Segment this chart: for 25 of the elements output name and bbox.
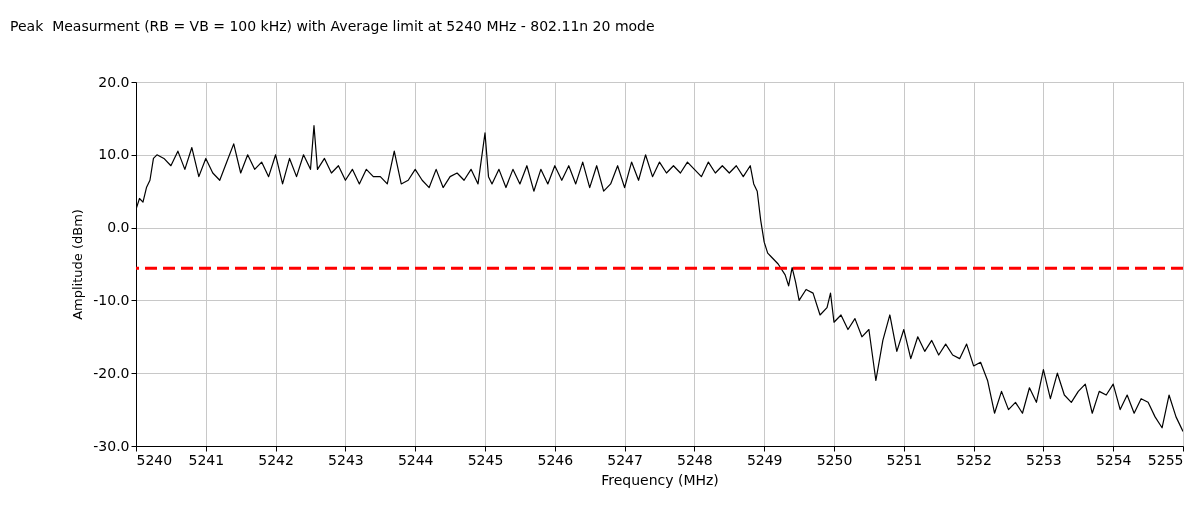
y-tick-label: 0.0 [107,219,130,236]
y-tick-label: -10.0 [93,291,130,308]
x-tick-label: 5250 [816,451,853,468]
x-tick-label: 5243 [328,451,364,468]
x-tick-label: 5255 [1147,451,1184,468]
y-axis-title: Amplitude (dBm) [70,209,86,320]
x-tick-label: 5253 [1026,451,1062,468]
x-tick-label: 5244 [397,451,434,468]
y-tick-label: -30.0 [93,437,130,454]
x-tick-label: 5247 [607,451,643,468]
x-tick-label: 5241 [188,451,225,468]
x-tick-label: 5249 [746,451,783,468]
x-tick-label: 5246 [537,451,574,468]
x-tick-label: 5242 [258,451,294,468]
x-tick-label: 5248 [677,451,713,468]
x-tick-label: 5251 [886,451,923,468]
y-tick-label: 20.0 [98,73,130,90]
x-tick-label: 5252 [956,451,992,468]
x-axis-title: Frequency (MHz) [601,471,719,488]
x-tick-label: 5254 [1095,451,1132,468]
x-tick-label: 5245 [467,451,504,468]
x-tick-label: 5240 [136,451,173,468]
chart-title: Peak Measurment (RB = VB = 100 kHz) with Average limit at 5240 MHz - 802.11n 20 mode [10,18,655,34]
y-tick-label: 10.0 [98,146,130,163]
y-tick-label: -20.0 [93,364,130,381]
